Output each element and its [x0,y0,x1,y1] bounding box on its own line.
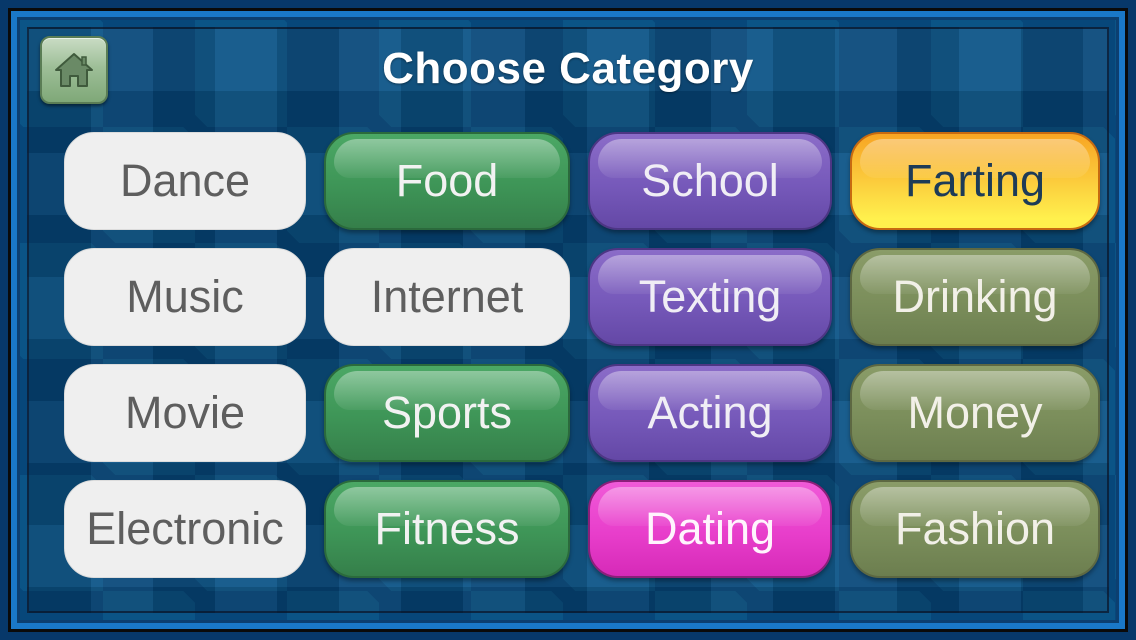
category-button-school[interactable]: School [588,132,832,230]
category-label: Movie [124,387,246,438]
category-grid: Dance Food School Farting Music Internet… [64,132,1100,578]
category-label: Acting [647,387,773,438]
category-label: Sports [381,387,513,438]
category-button-electronic[interactable]: Electronic [64,480,306,578]
category-button-texting[interactable]: Texting [588,248,832,346]
category-button-drinking[interactable]: Drinking [850,248,1100,346]
category-button-dating[interactable]: Dating [588,480,832,578]
category-label: Texting [638,271,782,322]
category-button-farting[interactable]: Farting [850,132,1100,230]
home-icon [55,53,93,87]
category-button-music[interactable]: Music [64,248,306,346]
category-label: Fashion [894,503,1056,554]
page-title: Choose Category [382,44,754,93]
category-button-money[interactable]: Money [850,364,1100,462]
category-label: Electronic [86,503,284,554]
category-button-fitness[interactable]: Fitness [324,480,570,578]
category-button-acting[interactable]: Acting [588,364,832,462]
category-label: Farting [904,155,1046,206]
category-button-movie[interactable]: Movie [64,364,306,462]
category-label: School [641,155,779,206]
category-label: Dating [644,503,776,554]
category-label: Music [126,271,244,322]
category-label: Food [395,155,499,206]
category-label: Fitness [374,503,520,554]
category-label: Drinking [892,271,1058,322]
category-button-fashion[interactable]: Fashion [850,480,1100,578]
category-label: Dance [119,155,251,206]
category-button-sports[interactable]: Sports [324,364,570,462]
category-button-food[interactable]: Food [324,132,570,230]
category-label: Money [907,387,1043,438]
category-label: Internet [370,271,524,322]
category-button-internet[interactable]: Internet [324,248,570,346]
home-button[interactable] [40,36,108,104]
category-button-dance[interactable]: Dance [64,132,306,230]
